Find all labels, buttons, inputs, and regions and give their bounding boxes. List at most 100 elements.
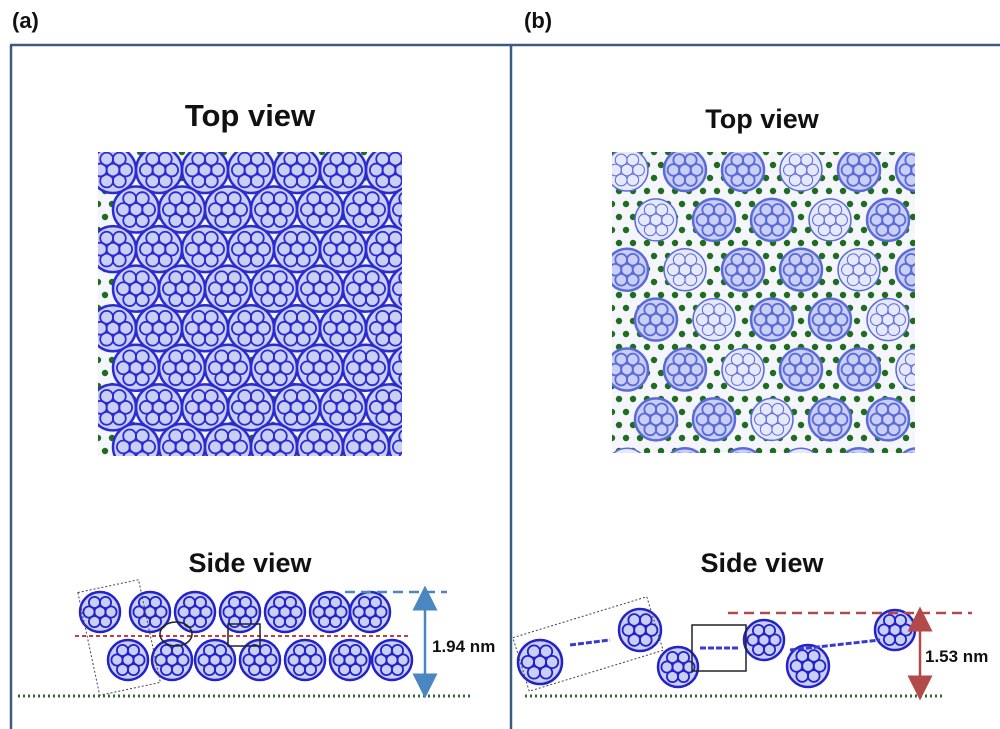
fullerene bbox=[742, 618, 786, 662]
fullerene-ring bbox=[237, 252, 253, 268]
fullerene-ring bbox=[904, 272, 915, 287]
carbon-atom bbox=[860, 330, 868, 338]
fullerene-ring bbox=[99, 595, 113, 609]
carbon-atom bbox=[881, 343, 889, 351]
fullerene-ring bbox=[620, 362, 634, 377]
fullerene-ring bbox=[794, 163, 808, 177]
carbon-atom bbox=[615, 291, 623, 299]
fullerene-ring bbox=[289, 162, 305, 178]
fullerene bbox=[134, 303, 184, 353]
fullerene-ring bbox=[904, 373, 915, 386]
fullerene bbox=[656, 645, 700, 689]
carbon-atom bbox=[101, 369, 109, 377]
carbon-atom bbox=[678, 200, 686, 208]
fullerene-ring bbox=[614, 372, 629, 387]
fullerene-ring bbox=[341, 152, 357, 167]
fullerene bbox=[328, 638, 372, 682]
carbon-atom bbox=[622, 408, 630, 416]
fullerene-ring bbox=[800, 153, 814, 167]
carbon-atom bbox=[734, 408, 742, 416]
fullerene-ring bbox=[337, 663, 351, 677]
carbon-atom bbox=[853, 291, 861, 299]
fullerene-ring bbox=[260, 371, 276, 387]
carbon-atom bbox=[727, 291, 735, 299]
fullerene-ring bbox=[335, 400, 351, 415]
fullerene-ring bbox=[122, 213, 138, 228]
fullerene bbox=[157, 185, 207, 234]
fullerene-ring bbox=[759, 223, 774, 237]
carbon-atom bbox=[699, 343, 707, 351]
carbon-atom bbox=[734, 226, 742, 234]
carbon-atom bbox=[706, 252, 714, 260]
fullerene-ring bbox=[181, 450, 196, 456]
fullerene-ring bbox=[390, 643, 404, 657]
fullerene bbox=[692, 297, 736, 342]
carbon-atom bbox=[874, 152, 882, 156]
fullerene bbox=[720, 247, 766, 293]
fullerene-ring bbox=[283, 252, 299, 268]
fullerene-ring bbox=[145, 173, 161, 189]
fullerene-ring bbox=[385, 653, 399, 667]
fullerene-ring bbox=[368, 595, 382, 609]
carbon-atom bbox=[650, 152, 658, 156]
carbon-atom bbox=[909, 421, 915, 429]
fullerene-ring bbox=[197, 320, 213, 336]
fullerene-ring bbox=[614, 272, 629, 287]
fullerene bbox=[786, 447, 816, 453]
fullerene-ring bbox=[875, 223, 890, 237]
fullerene-ring bbox=[249, 309, 265, 325]
fullerene-ring bbox=[875, 323, 889, 337]
fullerene-ring bbox=[220, 439, 236, 455]
carbon-atom bbox=[860, 226, 868, 234]
carbon-atom bbox=[867, 291, 875, 299]
carbon-atom bbox=[657, 239, 665, 247]
fullerene-ring bbox=[375, 331, 391, 347]
carbon-atom bbox=[734, 330, 742, 338]
carbon-atom bbox=[678, 330, 686, 338]
fullerene-ring bbox=[278, 605, 292, 619]
fullerene-ring bbox=[348, 643, 362, 657]
carbon-atom bbox=[825, 343, 833, 351]
fullerene-ring bbox=[137, 615, 151, 629]
fullerene-ring bbox=[111, 152, 127, 167]
fullerene-ring bbox=[701, 223, 716, 237]
fullerene-ring bbox=[770, 203, 785, 217]
carbon-atom bbox=[860, 434, 868, 442]
carbon-atom bbox=[657, 369, 665, 377]
fullerene-ring bbox=[857, 352, 872, 367]
fullerene-ring bbox=[227, 450, 242, 456]
carbon-atom bbox=[797, 213, 805, 221]
top-view-a bbox=[98, 152, 402, 456]
fullerene-ring bbox=[398, 429, 402, 443]
fullerene bbox=[866, 297, 910, 342]
fullerene-ring bbox=[352, 371, 368, 387]
carbon-atom bbox=[755, 343, 763, 351]
fullerene-ring bbox=[128, 202, 144, 217]
fullerene-ring bbox=[111, 309, 127, 325]
carbon-atom bbox=[839, 187, 847, 195]
carbon-atom bbox=[755, 395, 763, 403]
fullerene bbox=[341, 264, 391, 313]
fullerene-ring bbox=[318, 191, 334, 206]
carbon-atom bbox=[846, 330, 854, 338]
fullerene-ring bbox=[312, 360, 328, 376]
carbon-atom bbox=[888, 174, 896, 182]
fullerene bbox=[111, 264, 161, 313]
carbon-atom bbox=[643, 447, 651, 453]
fullerene bbox=[865, 197, 911, 243]
carbon-atom bbox=[811, 291, 819, 299]
fullerene bbox=[778, 347, 824, 392]
fullerene bbox=[341, 343, 391, 393]
carbon-atom bbox=[888, 152, 896, 156]
carbon-atom bbox=[839, 239, 847, 247]
fullerene-ring bbox=[243, 400, 259, 415]
fullerene-ring bbox=[174, 439, 190, 455]
fullerene bbox=[249, 185, 299, 234]
fullerene-ring bbox=[151, 162, 167, 178]
fullerene-ring bbox=[904, 153, 915, 167]
carbon-atom bbox=[734, 200, 742, 208]
carbon-atom bbox=[678, 226, 686, 234]
fullerene-ring bbox=[672, 273, 686, 287]
carbon-atom bbox=[867, 395, 875, 403]
